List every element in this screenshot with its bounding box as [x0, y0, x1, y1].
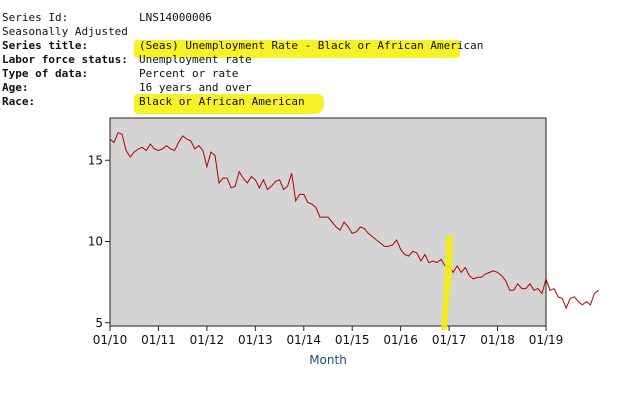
x-tick-label: 01/17 — [432, 333, 467, 347]
highlight-jan-2017 — [441, 236, 453, 330]
x-tick-label: 01/18 — [480, 333, 515, 347]
x-tick-label: 01/10 — [93, 333, 128, 347]
plot-area — [109, 117, 547, 327]
x-axis-label: Month — [309, 353, 347, 367]
series-info-label: Type of data: — [2, 67, 89, 80]
series-info-label: Series Id: — [2, 11, 69, 24]
series-line — [109, 131, 599, 310]
series-info-label: Age: — [2, 81, 29, 94]
y-axis: 5 10 15 — [88, 153, 110, 330]
y-tick-label: 10 — [88, 235, 103, 249]
x-tick-label: 01/14 — [286, 333, 321, 347]
x-tick-label: 01/15 — [335, 333, 370, 347]
series-info-label: Series title: — [2, 39, 89, 52]
x-tick-label: 01/13 — [238, 333, 273, 347]
x-axis: 01/10 01/11 01/12 01/13 01/14 01/15 01/16 01/17… — [93, 326, 564, 347]
series-info-value: 16 years and over — [139, 81, 252, 94]
x-tick-label: 01/11 — [141, 333, 176, 347]
series-info-value: Black or African American — [139, 95, 305, 108]
series-info-value: (Seas) Unemployment Rate - Black or Afri… — [139, 39, 484, 52]
y-tick-label: 15 — [88, 153, 103, 167]
series-info-label: Seasonally Adjusted — [2, 25, 128, 38]
series-info-label: Labor force status: — [2, 53, 128, 66]
x-tick-label: 01/19 — [529, 333, 564, 347]
highlight-race — [134, 94, 324, 114]
x-tick-label: 01/12 — [190, 333, 225, 347]
x-tick-label: 01/16 — [383, 333, 418, 347]
series-info-value: Percent or rate — [139, 67, 239, 80]
y-tick-label: 5 — [95, 316, 103, 330]
highlight-series-title — [134, 40, 460, 58]
series-info-label: Race: — [2, 95, 36, 108]
series-info-value: LNS14000006 — [139, 11, 212, 24]
series-info-value: Unemployment rate — [139, 53, 252, 66]
